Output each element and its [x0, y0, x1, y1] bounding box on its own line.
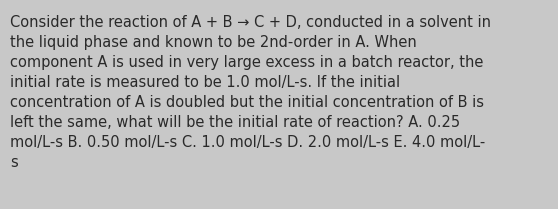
- Text: Consider the reaction of A + B → C + D, conducted in a solvent in
the liquid pha: Consider the reaction of A + B → C + D, …: [10, 15, 491, 170]
